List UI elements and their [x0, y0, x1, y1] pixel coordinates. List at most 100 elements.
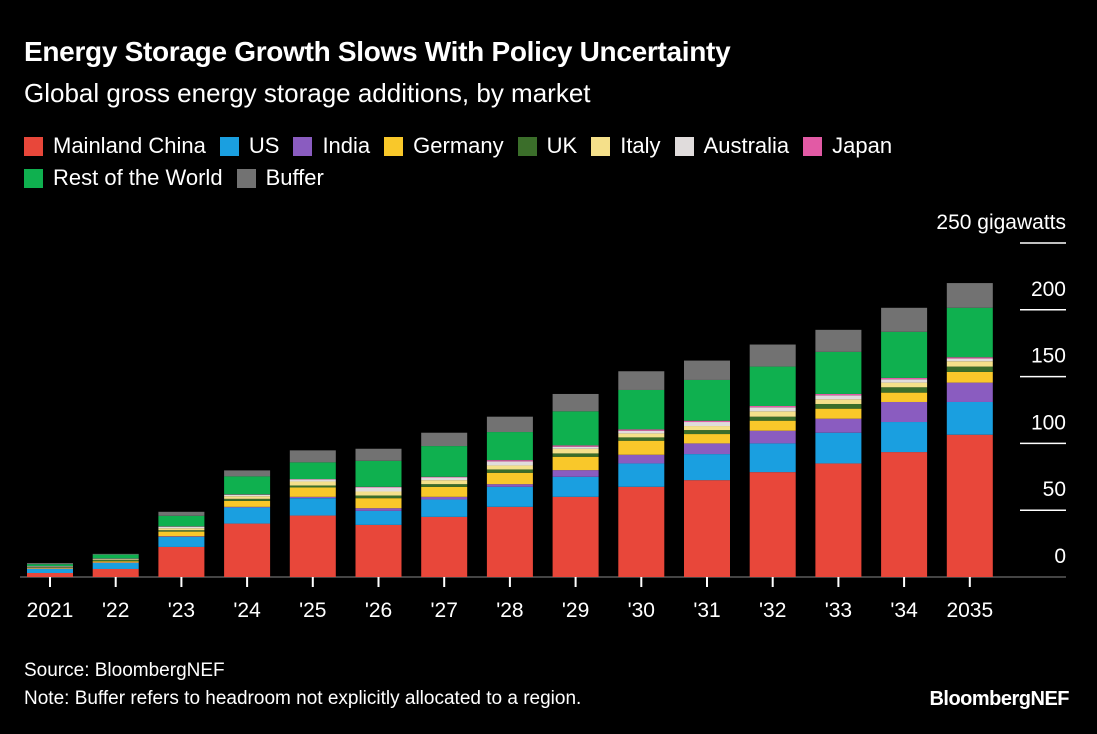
legend-label: India [322, 133, 371, 158]
x-tick-label: '23 [168, 599, 195, 622]
legend-row: Rest of the World Buffer [24, 162, 1064, 194]
bar-segment-india [552, 470, 599, 477]
bar-segment-uk [552, 453, 599, 457]
bar-segment-us [881, 422, 928, 453]
bar-segment-india [618, 454, 665, 464]
legend-label: Australia [703, 133, 790, 158]
bar-segment-us [27, 568, 73, 573]
bar-segment-mainland-china [684, 480, 730, 577]
legend-label: UK [546, 133, 578, 158]
x-tick-label: '22 [102, 599, 129, 622]
legend-label: Germany [413, 133, 504, 158]
bar-segment-germany [552, 456, 599, 471]
bar-segment-australia [289, 479, 336, 482]
bar-segment-japan [486, 460, 533, 462]
bar-segment-rest-of-the-world [815, 351, 862, 394]
bar-segment-uk [421, 484, 468, 487]
bar-segment-germany [946, 371, 993, 383]
bar-segment-uk [618, 437, 665, 441]
legend-item: Mainland China [24, 133, 206, 159]
bar-segment-buffer [881, 307, 928, 332]
bar-segment-italy [158, 528, 205, 531]
bar-segment-australia [946, 358, 993, 362]
bar-segment-buffer [486, 416, 533, 433]
bar-segment-mainland-china [552, 496, 599, 577]
bar-segment-mainland-china [946, 434, 993, 577]
bar-segment-rest-of-the-world [684, 379, 730, 421]
bar-segment-india [158, 536, 205, 537]
bar-segment-uk [158, 530, 205, 532]
bar-segment-india [815, 418, 862, 433]
legend-item: India [293, 133, 370, 159]
legend-swatch [517, 136, 537, 156]
bar-segment-rest-of-the-world [355, 460, 402, 487]
legend-row: Mainland China US India Germany UK Italy Austr… [24, 130, 1064, 162]
bar-segment-italy [749, 411, 796, 417]
bar-segment-rest-of-the-world [224, 476, 271, 495]
legend-item: Buffer [236, 165, 324, 191]
bar-segment-germany [684, 434, 730, 444]
bar-segment-buffer [815, 329, 862, 352]
legend-swatch [803, 136, 823, 156]
bar-segment-germany [486, 472, 533, 485]
x-tick-label: '31 [693, 599, 720, 622]
bar-segment-rest-of-the-world [289, 462, 336, 480]
bar-segment-germany [618, 440, 665, 455]
bar-segment-japan [355, 486, 402, 488]
bar-segment-us [289, 498, 336, 516]
bar-segment-mainland-china [815, 463, 862, 577]
bar-segment-us [224, 507, 271, 524]
bar-segment-india [421, 496, 468, 500]
bar-segment-australia [486, 461, 533, 466]
bar-segment-mainland-china [881, 452, 928, 577]
bar-segment-buffer [552, 393, 599, 412]
bar-segment-japan [946, 357, 993, 359]
legend-label: US [248, 133, 280, 158]
bar-segment-buffer [224, 470, 271, 477]
legend-swatch [674, 136, 694, 156]
bar-segment-germany [749, 420, 796, 431]
legend-item: Japan [803, 133, 892, 159]
legend-label: Japan [832, 133, 893, 158]
bar-segment-uk [684, 430, 730, 435]
x-tick-label: '32 [759, 599, 786, 622]
bar-segment-australia [552, 446, 599, 449]
bar-segment-india [486, 484, 533, 487]
bar-segment-germany [224, 500, 271, 507]
bar-segment-rest-of-the-world [749, 366, 796, 406]
bar-segment-uk [289, 485, 336, 488]
bar-segment-japan [815, 393, 862, 396]
bar-segment-uk [946, 366, 993, 372]
x-tick-label: '34 [890, 599, 918, 622]
bar-segment-germany [815, 408, 862, 419]
bar-segment-india [355, 508, 402, 511]
bar-segment-australia [158, 526, 205, 529]
legend-swatch [236, 168, 256, 188]
bar-segment-us [486, 486, 533, 507]
bar-segment-italy [946, 361, 993, 367]
bar-segment-germany [355, 498, 402, 509]
legend-swatch [24, 136, 43, 156]
legend-swatch [591, 136, 611, 156]
bar-segment-buffer [27, 563, 73, 565]
bar-segment-mainland-china [749, 472, 796, 577]
note-text: Note: Buffer refers to headroom not expl… [24, 688, 582, 709]
source-text: Source: BloombergNEF [24, 660, 225, 681]
bar-segment-japan [552, 445, 599, 447]
bar-segment-india [289, 496, 336, 499]
bar-segment-australia [421, 477, 468, 481]
bar-segment-italy [881, 382, 928, 388]
bar-segment-uk [27, 567, 73, 568]
bar-segment-rest-of-the-world [881, 331, 928, 378]
legend-item: UK [517, 133, 578, 159]
bar-segment-mainland-china [486, 506, 533, 577]
bar-segment-us [815, 432, 862, 464]
y-tick-label: 150 [1031, 345, 1066, 368]
bar-segment-germany [27, 567, 73, 569]
bar-segment-mainland-china [421, 516, 468, 577]
bar-segment-australia [815, 395, 862, 400]
legend-item: US [219, 133, 280, 159]
legend-item: Germany [384, 133, 504, 159]
bar-segment-buffer [421, 432, 468, 447]
